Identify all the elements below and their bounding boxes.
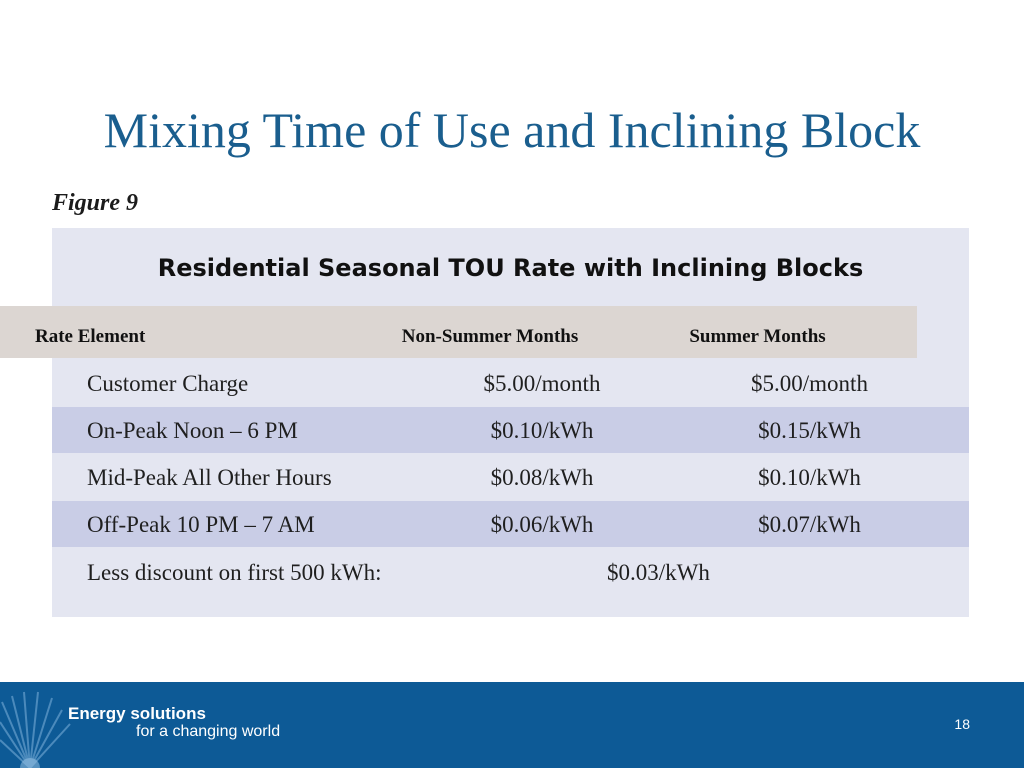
discount-value: $0.03/kWh — [607, 560, 710, 585]
summer-cell: $0.15/kWh — [758, 418, 861, 443]
table-row: Customer Charge $5.00/month $5.00/month — [52, 360, 969, 406]
rate-element-cell: On-Peak Noon – 6 PM — [87, 418, 298, 443]
table-row: On-Peak Noon – 6 PM $0.10/kWh $0.15/kWh — [52, 407, 969, 453]
discount-label: Less discount on first 500 kWh: — [87, 560, 382, 585]
table-title: Residential Seasonal TOU Rate with Incli… — [157, 254, 864, 282]
summer-cell: $0.07/kWh — [758, 512, 861, 537]
sunburst-logo-icon — [0, 691, 71, 768]
rate-element-cell: Mid-Peak All Other Hours — [87, 465, 332, 490]
discount-row: Less discount on first 500 kWh: $0.03/kW… — [52, 549, 969, 595]
footer-bar: Energy solutions for a changing world 18 — [0, 682, 1024, 768]
header-summer: Summer Months — [689, 326, 826, 347]
non-summer-cell: $0.10/kWh — [490, 418, 594, 443]
summer-cell: $5.00/month — [751, 371, 868, 396]
rate-element-cell: Customer Charge — [87, 371, 249, 396]
brand-tagline-line2: for a changing world — [136, 723, 281, 740]
non-summer-cell: $0.08/kWh — [490, 465, 594, 490]
rate-element-cell: Off-Peak 10 PM – 7 AM — [87, 512, 315, 537]
non-summer-cell: $5.00/month — [483, 371, 601, 396]
table-row: Off-Peak 10 PM – 7 AM $0.06/kWh $0.07/kW… — [52, 501, 969, 547]
slide-title: Mixing Time of Use and Inclining Block — [103, 101, 921, 158]
figure-label: Figure 9 — [52, 190, 139, 216]
page-number: 18 — [954, 716, 970, 732]
table-header-row: Rate Element Non-Summer Months Summer Mo… — [0, 306, 917, 358]
header-non-summer: Non-Summer Months — [401, 326, 579, 347]
summer-cell: $0.10/kWh — [758, 465, 861, 490]
non-summer-cell: $0.06/kWh — [490, 512, 594, 537]
header-rate-element: Rate Element — [35, 326, 146, 347]
brand-tagline-line1: Energy solutions — [68, 704, 206, 723]
table-row: Mid-Peak All Other Hours $0.08/kWh $0.10… — [52, 454, 969, 500]
